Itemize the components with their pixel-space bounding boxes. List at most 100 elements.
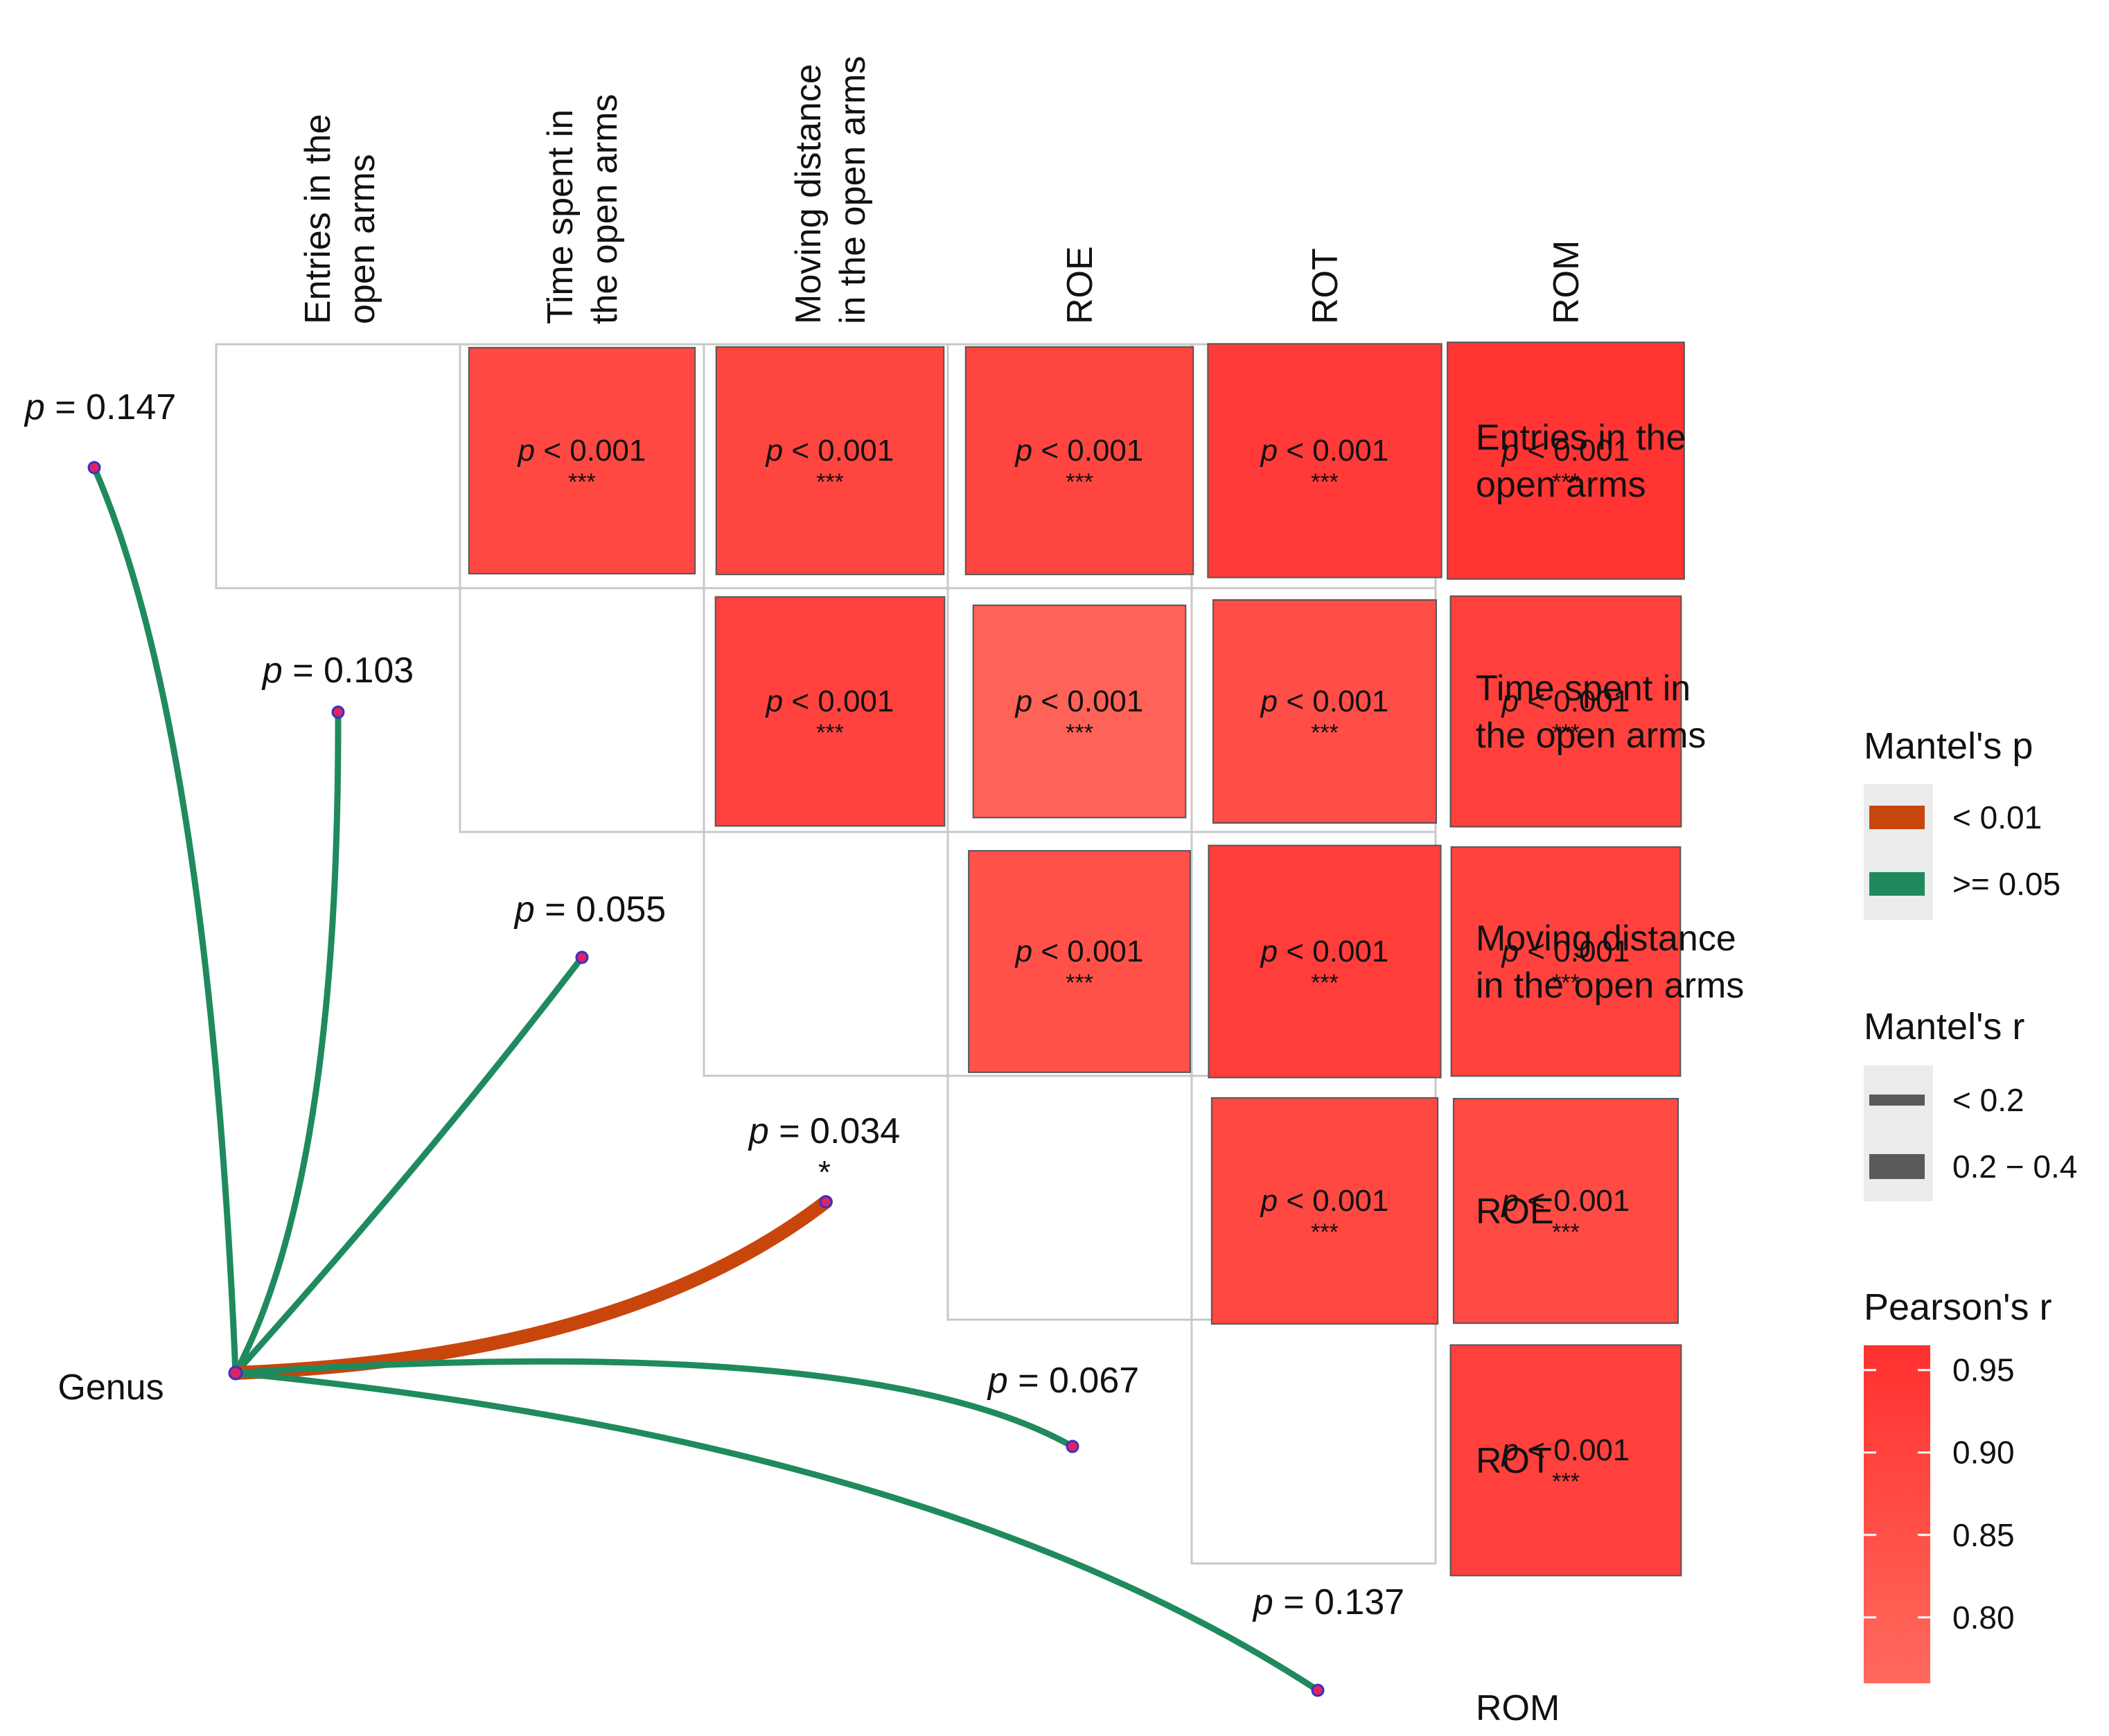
link-endpoint	[331, 705, 345, 719]
link-endpoint	[819, 1195, 833, 1209]
heatmap-cell	[714, 596, 946, 827]
column-label-line: in the open arms	[833, 56, 873, 324]
row-label-line: Moving distance	[1476, 919, 1736, 959]
cell-p-label: p < 0.001	[765, 684, 894, 718]
legend-title-mantel-r: Mantel's r	[1864, 1006, 2024, 1047]
heatmap-cell	[964, 346, 1194, 576]
row-label-line: ROT	[1476, 1441, 1552, 1481]
cell-stars: ***	[1311, 970, 1339, 996]
heatmap-cell	[1452, 1097, 1679, 1325]
column-label-line: Time spent in	[540, 109, 581, 324]
cell-stars: ***	[1552, 970, 1580, 996]
link-endpoint	[575, 950, 589, 964]
column-label-line: ROT	[1305, 248, 1345, 324]
cell-p-label: p < 0.001	[517, 434, 646, 468]
row-label-line: in the open arms	[1476, 966, 1744, 1006]
column-label: ROE	[1060, 246, 1100, 324]
mantel-link	[91, 464, 239, 1376]
cell-stars: ***	[1066, 469, 1093, 495]
cell-p-label: p < 0.001	[765, 434, 894, 468]
cell-stars: ***	[1311, 1219, 1339, 1246]
cell-p-label: p < 0.001	[1501, 1433, 1630, 1467]
cell-stars: ***	[1552, 720, 1580, 746]
legend-item-label: < 0.2	[1952, 1082, 2024, 1118]
heatmap-cell	[715, 346, 945, 576]
cell-stars: ***	[1066, 720, 1093, 746]
heatmap-cell	[1207, 343, 1442, 578]
legend-title-pearson-r: Pearson's r	[1864, 1286, 2051, 1328]
row-label-line: open arms	[1476, 465, 1646, 505]
heatmap-cell	[468, 346, 696, 575]
row-label-line: ROE	[1476, 1192, 1554, 1232]
grid-cell-outline	[946, 1074, 1193, 1321]
cell-p-label: p < 0.001	[1501, 935, 1630, 968]
heatmap-cell	[1208, 844, 1442, 1079]
legend-item-label: >= 0.05	[1952, 866, 2061, 902]
mantel-link	[232, 1358, 1076, 1450]
cell-p-label: p < 0.001	[1501, 684, 1630, 718]
heatmap-cell	[1450, 846, 1682, 1077]
cell-p-label: p < 0.001	[1501, 434, 1630, 468]
legend: Mantel's p < 0.01 >= 0.05 Mantel's r < 0.2 0.…	[1864, 725, 2077, 1683]
heatmap-cells: p < 0.001***p < 0.001***p < 0.001***p < …	[215, 342, 1685, 1577]
link-endpoint	[1311, 1683, 1325, 1697]
colorbar	[1864, 1345, 1930, 1683]
mantel-links	[87, 461, 1325, 1697]
row-label-line: Entries in the	[1476, 418, 1686, 458]
cell-stars: ***	[1311, 469, 1339, 495]
heatmap-cell	[1449, 1344, 1682, 1577]
legend-width-key	[1869, 1095, 1925, 1106]
row-label-line: the open arms	[1476, 716, 1706, 756]
heatmap-cell	[968, 850, 1191, 1073]
legend-key-bg	[1864, 1065, 1933, 1201]
cell-p-label: p < 0.001	[1260, 684, 1389, 718]
column-label: ROM	[1546, 240, 1587, 324]
cell-p-label: p < 0.001	[1260, 935, 1389, 968]
column-label-line: ROM	[1546, 240, 1587, 324]
cell-p-label: p < 0.001	[1014, 684, 1144, 718]
link-endpoint	[1066, 1440, 1079, 1453]
heatmap-cell	[1449, 595, 1682, 828]
cell-stars: ***	[1066, 970, 1093, 996]
mantel-p-label: p = 0.067	[987, 1361, 1139, 1401]
cell-stars: ***	[816, 720, 844, 746]
legend-key-bg	[1864, 784, 1933, 920]
legend-swatch	[1869, 806, 1925, 829]
heatmap-cell	[1212, 599, 1437, 824]
mantel-link	[229, 1195, 833, 1380]
legend-width-key	[1869, 1154, 1925, 1179]
mantel-p-label: p = 0.034	[748, 1111, 900, 1151]
cell-stars: ***	[1552, 1469, 1580, 1495]
genus-node	[228, 1365, 243, 1381]
row-label-line: ROM	[1476, 1688, 1560, 1728]
mantel-link	[232, 709, 342, 1376]
column-label-line: open arms	[342, 154, 382, 324]
mantel-link	[232, 954, 585, 1376]
mantel-p-label: p = 0.055	[513, 889, 666, 930]
heatmap-cell	[972, 604, 1187, 819]
heatmap-cell	[1210, 1097, 1439, 1325]
colorbar-tick-label: 0.95	[1952, 1352, 2015, 1388]
heatmap-cell	[1447, 342, 1685, 580]
column-label-line: Moving distance	[788, 64, 829, 324]
genus-label: Genus	[58, 1367, 164, 1408]
cell-p-label: p < 0.001	[1260, 434, 1389, 468]
row-label-line: Time spent in	[1476, 668, 1691, 709]
legend-swatch	[1869, 872, 1925, 896]
legend-title-mantel-p: Mantel's p	[1864, 725, 2033, 767]
grid-cell-outline	[215, 343, 461, 590]
cell-p-label: p < 0.001	[1501, 1184, 1630, 1218]
cell-p-label: p < 0.001	[1014, 434, 1144, 468]
mantel-p-label: p = 0.147	[24, 387, 176, 427]
column-label: Moving distance in the open arms	[788, 56, 873, 324]
column-label-line: Entries in the	[298, 114, 338, 325]
column-label-line: the open arms	[585, 94, 625, 324]
column-label: Time spent in the open arms	[540, 94, 625, 324]
legend-item-label: 0.2 − 0.4	[1952, 1149, 2077, 1185]
cell-stars: ***	[1552, 469, 1580, 495]
mantel-link	[232, 1370, 1321, 1694]
cell-stars: ***	[568, 469, 596, 495]
colorbar-tick-label: 0.85	[1952, 1517, 2015, 1553]
cell-stars: ***	[1311, 720, 1339, 746]
